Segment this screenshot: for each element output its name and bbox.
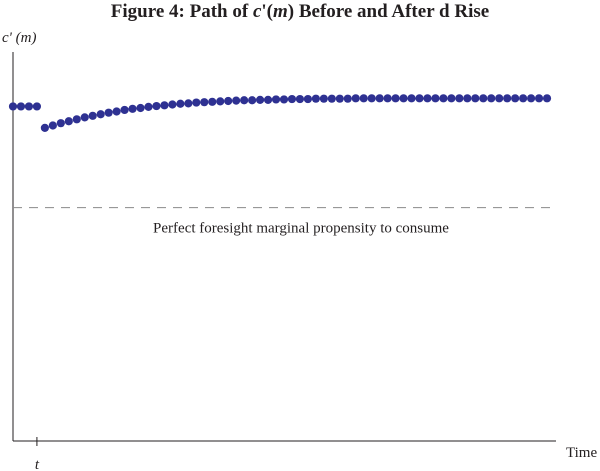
y-axis-label: c' (m) bbox=[2, 30, 36, 46]
data-point-after-shock-53 bbox=[463, 94, 472, 103]
data-point-after-shock-32 bbox=[295, 94, 305, 104]
chart-title-suffix: ) Before and After d Rise bbox=[287, 1, 490, 22]
chart-title: Figure 4: Path of c'(m) Before and After… bbox=[0, 1, 600, 23]
data-point-after-shock-46 bbox=[407, 94, 416, 103]
data-point-after-shock-60 bbox=[519, 94, 528, 103]
data-point-before-shock-3 bbox=[32, 102, 42, 111]
data-point-after-shock-55 bbox=[479, 94, 488, 103]
data-point-after-shock-41 bbox=[367, 94, 376, 103]
data-point-after-shock-43 bbox=[383, 94, 392, 103]
data-point-before-shock-1 bbox=[16, 102, 26, 111]
data-point-after-shock-9 bbox=[112, 107, 121, 116]
data-point-after-shock-11 bbox=[128, 104, 137, 113]
data-point-after-shock-22 bbox=[216, 97, 225, 106]
data-point-after-shock-27 bbox=[255, 95, 265, 104]
data-point-after-shock-12 bbox=[136, 103, 145, 113]
data-point-after-shock-19 bbox=[192, 98, 201, 107]
data-point-after-shock-33 bbox=[303, 94, 313, 104]
data-point-after-shock-56 bbox=[487, 94, 496, 103]
data-point-after-shock-38 bbox=[343, 94, 352, 103]
reference-line-annotation: Perfect foresight marginal propensity to… bbox=[153, 221, 449, 237]
data-point-after-shock-36 bbox=[327, 94, 336, 103]
data-point-after-shock-61 bbox=[526, 94, 536, 103]
data-points bbox=[8, 94, 552, 132]
y-axis-label-var: m bbox=[21, 30, 32, 46]
data-point-before-shock-2 bbox=[24, 102, 34, 111]
data-point-after-shock-8 bbox=[104, 108, 113, 117]
data-point-after-shock-15 bbox=[160, 101, 169, 110]
data-point-after-shock-2 bbox=[56, 119, 65, 128]
data-point-after-shock-6 bbox=[88, 111, 97, 120]
x-axis-label: Time bbox=[566, 445, 597, 461]
data-point-after-shock-25 bbox=[240, 96, 249, 105]
data-point-after-shock-1 bbox=[48, 121, 57, 130]
data-point-after-shock-20 bbox=[200, 98, 209, 107]
chart-title-prime: '( bbox=[261, 1, 273, 22]
data-point-after-shock-35 bbox=[319, 94, 328, 103]
data-point-after-shock-63 bbox=[542, 94, 552, 103]
data-point-after-shock-13 bbox=[144, 102, 153, 111]
data-point-after-shock-34 bbox=[311, 94, 320, 103]
data-point-after-shock-50 bbox=[439, 94, 448, 103]
data-point-after-shock-31 bbox=[287, 94, 297, 104]
data-point-after-shock-52 bbox=[455, 94, 464, 103]
data-point-after-shock-26 bbox=[248, 96, 257, 105]
data-point-after-shock-44 bbox=[391, 94, 400, 103]
data-point-after-shock-21 bbox=[208, 97, 217, 106]
data-point-after-shock-48 bbox=[423, 94, 432, 103]
data-point-after-shock-45 bbox=[399, 94, 408, 103]
data-point-after-shock-42 bbox=[375, 94, 384, 103]
data-point-after-shock-7 bbox=[96, 110, 105, 119]
data-point-after-shock-58 bbox=[503, 94, 512, 103]
data-point-after-shock-3 bbox=[64, 117, 73, 126]
data-point-after-shock-5 bbox=[80, 113, 89, 122]
chart-title-func: c bbox=[252, 1, 262, 22]
data-point-after-shock-62 bbox=[534, 94, 544, 103]
data-point-after-shock-29 bbox=[271, 95, 281, 104]
axes bbox=[12, 52, 556, 446]
data-point-after-shock-10 bbox=[120, 105, 129, 115]
data-point-after-shock-24 bbox=[232, 96, 241, 105]
chart-title-var: m bbox=[272, 1, 288, 22]
data-point-after-shock-39 bbox=[351, 94, 360, 103]
x-tick-label: t bbox=[35, 457, 40, 471]
chart-title-prefix: Figure 4: Path of bbox=[110, 1, 253, 22]
data-point-after-shock-37 bbox=[335, 94, 344, 103]
data-point-after-shock-4 bbox=[72, 115, 81, 124]
data-point-after-shock-28 bbox=[263, 95, 273, 104]
y-axis-label-func: c' ( bbox=[2, 30, 22, 46]
data-point-after-shock-0 bbox=[40, 123, 49, 132]
data-point-after-shock-14 bbox=[152, 101, 161, 111]
data-point-after-shock-40 bbox=[359, 94, 368, 103]
data-point-before-shock-0 bbox=[8, 102, 18, 111]
data-point-after-shock-30 bbox=[279, 95, 289, 104]
data-point-after-shock-57 bbox=[495, 94, 504, 103]
y-axis-label-close: ) bbox=[30, 30, 36, 46]
data-point-after-shock-17 bbox=[176, 99, 185, 108]
data-point-after-shock-16 bbox=[168, 100, 177, 109]
data-point-after-shock-49 bbox=[431, 94, 440, 103]
data-point-after-shock-23 bbox=[224, 96, 233, 106]
data-point-after-shock-59 bbox=[511, 94, 520, 103]
data-point-after-shock-54 bbox=[471, 94, 480, 103]
data-point-after-shock-51 bbox=[447, 94, 456, 103]
data-point-after-shock-18 bbox=[184, 99, 193, 108]
data-point-after-shock-47 bbox=[415, 94, 424, 103]
